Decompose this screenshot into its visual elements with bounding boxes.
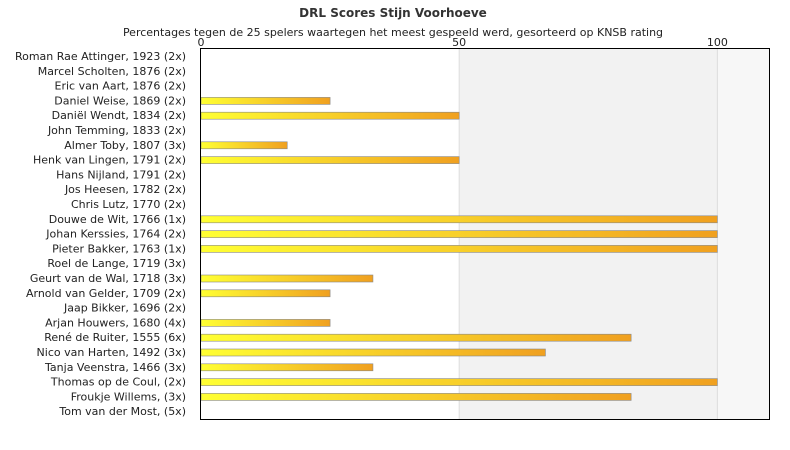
bar [200,230,718,238]
x-tick-label: 0 [198,36,205,49]
category-label: Froukje Willems, (3x) [71,390,186,403]
category-label: Marcel Scholten, 1876 (2x) [38,65,186,78]
category-label: Thomas op de Coul, (2x) [50,376,186,389]
category-label: Arjan Houwers, 1680 (4x) [45,316,186,329]
category-label: Daniel Weise, 1869 (2x) [54,94,186,107]
bar [200,215,718,224]
category-label: Roel de Lange, 1719 (3x) [47,257,186,270]
bar [200,333,632,342]
category-label: Henk van Lingen, 1791 (2x) [33,154,186,167]
category-label: Almer Toby, 1807 (3x) [64,139,186,152]
category-label: Geurt van de Wal, 1718 (3x) [30,272,186,285]
category-label: Eric van Aart, 1876 (2x) [55,80,186,93]
category-label: Chris Lutz, 1770 (2x) [71,198,186,211]
x-axis-ticks: 0 50 100 [198,36,728,49]
bars [200,97,718,401]
category-label: Tom van der Most, (5x) [58,405,186,418]
band-100-110 [717,49,769,419]
plot-frame [200,48,770,420]
category-label: René de Ruiter, 1555 (6x) [44,331,186,344]
x-tick-label: 100 [707,36,728,49]
bar [200,393,632,401]
bar [200,363,374,372]
category-label: Arnold van Gelder, 1709 (2x) [26,287,186,300]
category-label: Tanja Veenstra, 1466 (3x) [44,361,186,374]
category-label: John Temming, 1833 (2x) [47,124,186,137]
bar [200,319,331,327]
category-label: Nico van Harten, 1492 (3x) [37,346,186,359]
category-label: Douwe de Wit, 1766 (1x) [49,213,186,226]
chart-title: DRL Scores Stijn Voorhoeve [299,6,487,20]
bar [200,245,718,253]
category-label: Roman Rae Attinger, 1923 (2x) [15,50,186,63]
bar [200,348,546,357]
bar [200,141,288,150]
bar [200,274,374,283]
bar [200,378,718,386]
bar [200,111,460,120]
x-tick-label: 50 [452,36,466,49]
category-label: Daniël Wendt, 1834 (2x) [52,109,186,122]
bar [200,156,460,164]
bar [200,289,331,298]
category-label: Jos Heesen, 1782 (2x) [64,183,186,196]
category-label: Hans Nijland, 1791 (2x) [56,168,186,181]
category-label: Pieter Bakker, 1763 (1x) [52,242,186,255]
bar [200,97,331,105]
chart-subtitle: Percentages tegen de 25 spelers waartege… [123,26,663,39]
category-label: Johan Kerssies, 1764 (2x) [45,228,186,241]
category-label: Jaap Bikker, 1696 (2x) [63,302,186,315]
category-labels: Roman Rae Attinger, 1923 (2x) Marcel Scho… [15,50,186,418]
